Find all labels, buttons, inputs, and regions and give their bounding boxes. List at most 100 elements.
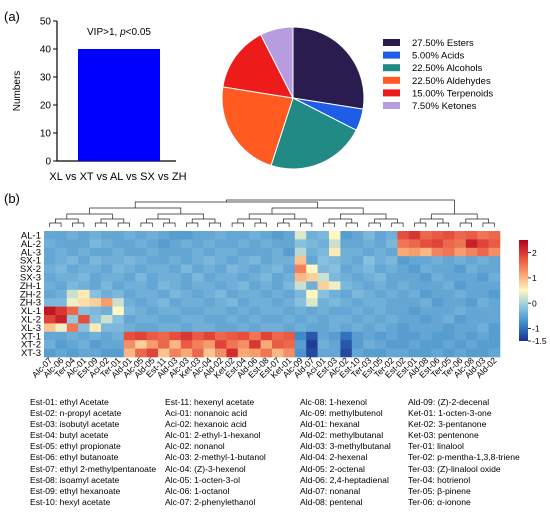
heatmap-cell: [78, 247, 90, 257]
heatmap-cell: [226, 323, 239, 333]
heatmap-cell: [420, 281, 432, 291]
heatmap-cell: [317, 315, 330, 324]
legend-swatch: [383, 102, 400, 109]
heatmap-cell: [431, 315, 444, 324]
dendrogram-branch: [117, 222, 130, 227]
heatmap-cell: [112, 323, 125, 333]
heatmap-cell: [340, 331, 353, 341]
heatmap-cell: [408, 239, 421, 249]
heatmap-cell: [386, 298, 398, 307]
heatmap-cell: [363, 231, 375, 240]
heatmap-cell: [443, 306, 455, 316]
heatmap-cell: [135, 348, 147, 358]
heatmap-cell: [454, 298, 467, 307]
compound-key-col-3: Alc-08: 1-hexenol Alc-09: methylbutenol …: [300, 397, 391, 508]
heatmap-cell: [283, 273, 296, 282]
heatmap-cell: [294, 281, 307, 291]
key-entry: Ald-01: hexanal: [300, 419, 360, 430]
heatmap-cell: [249, 256, 261, 265]
heatmap-cell: [363, 298, 375, 307]
heatmap-cell: [66, 331, 79, 341]
heatmap-cell: [283, 315, 296, 324]
heatmap-cell: [180, 289, 193, 299]
heatmap-cell: [306, 348, 318, 358]
heatmap-cell: [55, 348, 68, 358]
heatmap-cell: [192, 231, 204, 240]
key-entry: Ter-04: hotrienol: [408, 474, 471, 485]
heatmap-cell: [203, 298, 216, 307]
heatmap-cell: [158, 239, 170, 249]
heatmap-cell: [180, 231, 193, 240]
heatmap-cell: [340, 264, 353, 274]
heatmap-cell: [272, 264, 284, 274]
heatmap-cell: [374, 256, 387, 265]
heatmap-cell: [465, 323, 478, 333]
heatmap-cell: [317, 323, 330, 333]
heatmap-cell: [443, 264, 455, 274]
heatmap-cell: [169, 273, 182, 282]
heatmap-cell: [89, 298, 102, 307]
heatmap-cell: [363, 340, 375, 349]
heatmap-cell: [488, 348, 501, 358]
heatmap-cell: [329, 315, 341, 324]
y-tick-label: 0: [45, 157, 51, 168]
heatmap-cell: [249, 298, 261, 307]
heatmap-cell: [351, 331, 364, 341]
heatmap-cell: [192, 239, 204, 249]
heatmap-cell: [146, 281, 159, 291]
heatmap-cell: [306, 331, 318, 341]
heatmap-cell: [123, 306, 136, 316]
heatmap-cell: [260, 264, 273, 274]
key-entry: Est-11: hexenyl acetate: [165, 397, 255, 407]
heatmap-cell: [454, 289, 467, 299]
heatmap-cell: [180, 331, 193, 341]
heatmap-cell: [260, 323, 273, 333]
heatmap-cell: [158, 306, 170, 316]
heatmap-cell: [123, 331, 136, 341]
panel-a-label: (a): [4, 9, 20, 24]
heatmap-cell: [192, 323, 204, 333]
key-entry: Ald-09: (Z)-2-decenal: [408, 397, 490, 407]
heatmap-cell: [465, 306, 478, 316]
heatmap-cell: [488, 273, 501, 282]
heatmap-cell: [44, 256, 56, 265]
heatmap-cell: [408, 340, 421, 349]
heatmap-cell: [203, 247, 216, 257]
heatmap-cell: [283, 289, 296, 299]
heatmap-cell: [431, 298, 444, 307]
heatmap-cell: [135, 231, 147, 240]
heatmap-cell: [180, 256, 193, 265]
heatmap-cell: [180, 340, 193, 349]
heatmap-cell: [158, 231, 170, 240]
heatmap-cell: [55, 331, 68, 341]
heatmap-cell: [260, 256, 273, 265]
heatmap-cell: [340, 247, 353, 257]
heatmap-cell: [260, 247, 273, 257]
heatmap-cell: [226, 306, 239, 316]
heatmap-cell: [477, 331, 489, 341]
heatmap-cell: [317, 256, 330, 265]
heatmap-cell: [169, 231, 182, 240]
heatmap-cell: [215, 247, 227, 257]
heatmap-cell: [351, 315, 364, 324]
heatmap-cell: [237, 331, 250, 341]
heatmap-cell: [465, 256, 478, 265]
heatmap-cell: [420, 323, 432, 333]
heatmap-cell: [215, 231, 227, 240]
heatmap-cell: [386, 247, 398, 257]
heatmap-cell: [386, 306, 398, 316]
heatmap-cell: [237, 247, 250, 257]
heatmap-cell: [180, 281, 193, 291]
heatmap-cell: [408, 256, 421, 265]
heatmap-cell: [249, 231, 261, 240]
heatmap-cell: [89, 340, 102, 349]
heatmap-cell: [374, 231, 387, 240]
heatmap-cell: [237, 273, 250, 282]
heatmap-cell: [317, 340, 330, 349]
key-entry: Est-08: isoamyl acetate: [30, 474, 120, 485]
heatmap-cell: [454, 315, 467, 324]
heatmap-cell: [78, 306, 90, 316]
pie-slice-esters: [292, 26, 365, 110]
heatmap-cell: [431, 231, 444, 240]
key-entry: Ald-05: 2-octenal: [300, 463, 365, 474]
